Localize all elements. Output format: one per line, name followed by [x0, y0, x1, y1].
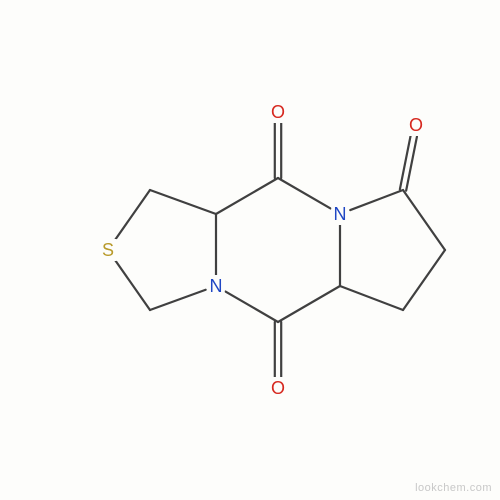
molecule-svg: S N N O O O: [0, 0, 500, 500]
svg-text:O: O: [271, 378, 285, 398]
svg-text:N: N: [334, 204, 347, 224]
molecule-canvas: S N N O O O lookchem.com: [0, 0, 500, 500]
svg-text:O: O: [409, 115, 423, 135]
svg-text:N: N: [210, 276, 223, 296]
svg-text:S: S: [102, 240, 114, 260]
svg-text:O: O: [271, 102, 285, 122]
watermark-text: lookchem.com: [415, 482, 492, 494]
